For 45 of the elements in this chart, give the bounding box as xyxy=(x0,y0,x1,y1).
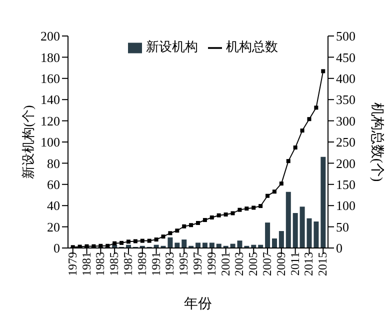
y-tick-label: 100 xyxy=(40,134,60,150)
y2-tick-label: 450 xyxy=(336,50,356,65)
y2-tick-label: 350 xyxy=(336,92,356,108)
y2-tick-label: 300 xyxy=(336,113,356,128)
y2-tick-label: 150 xyxy=(336,177,356,192)
x-tick-label: 1985 xyxy=(107,252,122,276)
x-tick-label: 2013 xyxy=(302,252,316,276)
y-tick-label: 140 xyxy=(40,92,60,108)
x-tick-label: 2003 xyxy=(232,252,246,276)
y-tick-label: 120 xyxy=(40,113,60,128)
x-tick-label: 1983 xyxy=(93,252,108,276)
y2-tick-label: 250 xyxy=(336,134,356,150)
y-tick-label: 80 xyxy=(47,156,60,171)
x-tick-label: 2015 xyxy=(316,252,330,276)
x-tick-label: 1979 xyxy=(65,252,80,276)
y-tick-label: 180 xyxy=(40,50,60,65)
x-tick-label: 1993 xyxy=(162,252,177,276)
x-tick-label: 1999 xyxy=(204,252,218,276)
y2-tick-label: 50 xyxy=(336,219,349,234)
y2-tick-label: 400 xyxy=(336,71,356,86)
y2-tick-label: 100 xyxy=(336,198,356,214)
x-tick-label: 1997 xyxy=(190,252,205,276)
x-tick-label: 1991 xyxy=(148,252,163,276)
y2-tick-label: 0 xyxy=(336,240,342,256)
x-tick-label: 2005 xyxy=(246,252,260,276)
legend-label: 机构总数 xyxy=(226,39,278,54)
y-tick-label: 40 xyxy=(47,198,60,214)
x-axis-title: 年份 xyxy=(184,296,212,312)
y-tick-label: 20 xyxy=(47,219,60,234)
x-tick-label: 2007 xyxy=(260,252,274,276)
x-tick-label: 1981 xyxy=(79,252,94,276)
y-tick-label: 60 xyxy=(47,177,60,192)
y-tick-label: 200 xyxy=(40,28,60,44)
x-tick-label: 1987 xyxy=(121,252,135,276)
y-tick-label: 160 xyxy=(40,71,60,86)
legend-label: 新设机构 xyxy=(146,39,198,54)
x-tick-label: 2011 xyxy=(288,252,302,276)
x-tick-label: 2001 xyxy=(218,252,232,276)
y-tick-label: 0 xyxy=(54,240,60,256)
x-tick-label: 1989 xyxy=(134,252,149,276)
x-tick-label: 1995 xyxy=(176,252,191,276)
x-tick-label: 2009 xyxy=(274,252,288,276)
y-axis-title: 新设机构(个) xyxy=(20,105,36,179)
y2-tick-label: 200 xyxy=(336,156,356,171)
y2-tick-label: 500 xyxy=(336,28,356,44)
